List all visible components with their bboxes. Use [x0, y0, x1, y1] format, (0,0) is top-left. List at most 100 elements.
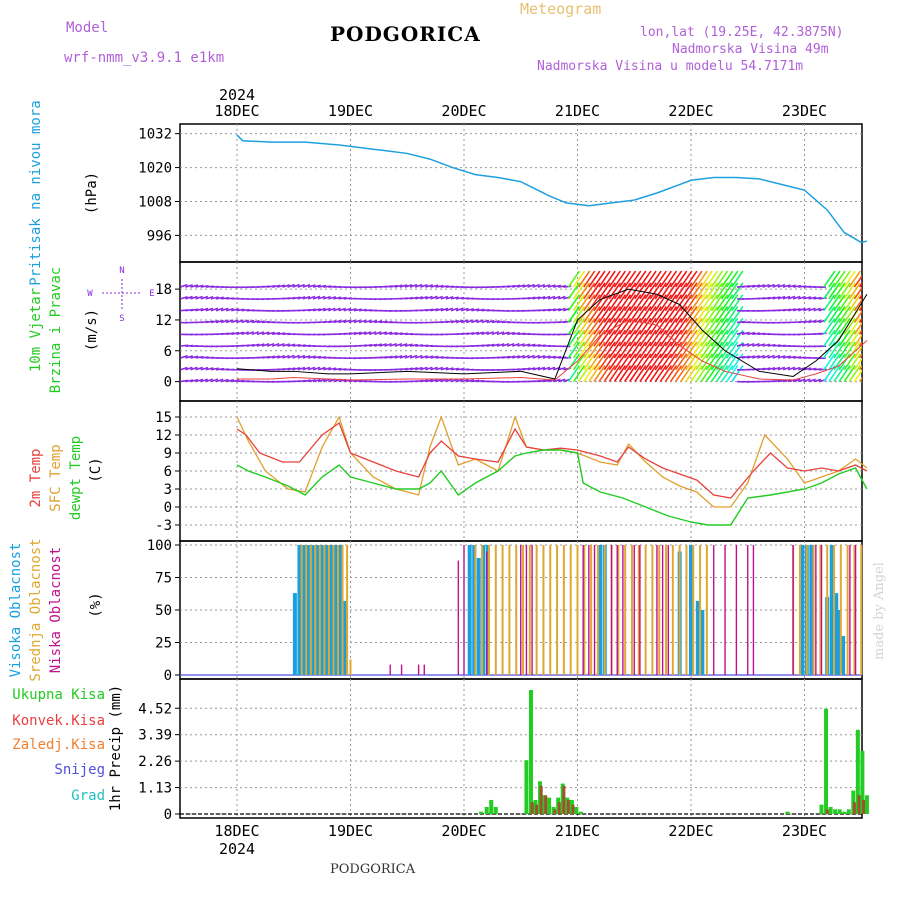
wind-barb — [705, 270, 718, 288]
wind-barb — [572, 329, 586, 347]
wind-barb — [782, 295, 791, 300]
wind-barb — [272, 284, 281, 288]
wind-barb — [618, 341, 632, 359]
total-precip-bar — [578, 811, 583, 814]
compass-e: E — [149, 289, 154, 299]
wind-barb — [823, 294, 836, 312]
wind-barb — [833, 270, 846, 288]
wind-barb — [577, 341, 591, 359]
wind-barb — [195, 366, 203, 371]
wind-barb — [838, 282, 851, 300]
wind-barb — [618, 329, 632, 347]
wind-barb — [858, 376, 862, 383]
wind-barb — [527, 296, 536, 300]
wind-barb — [399, 354, 408, 359]
wind-barb — [577, 317, 591, 335]
wind-barb — [848, 270, 861, 288]
wind-barb — [705, 317, 718, 335]
wind-barb — [828, 306, 841, 323]
wind-barb — [466, 319, 474, 324]
wind-barb — [307, 295, 316, 300]
wind-barb — [608, 306, 621, 323]
total-precip-bar — [833, 809, 838, 814]
wind-barb — [272, 331, 281, 336]
wind-barb — [583, 294, 596, 312]
wind-barb — [654, 341, 667, 359]
wind-barb — [363, 343, 373, 347]
wind-barb — [726, 341, 739, 359]
wind-barb — [793, 284, 802, 288]
wind-barb — [542, 366, 551, 371]
wind-barb — [394, 332, 403, 336]
wind-barb — [348, 319, 357, 324]
wind-barb — [593, 353, 606, 371]
wind-barb — [644, 294, 657, 312]
wind-barb — [828, 282, 841, 300]
wind-barb — [302, 355, 311, 359]
wind-barb — [634, 317, 647, 335]
wind-barb — [865, 318, 876, 334]
total-precip-bar — [574, 806, 579, 814]
wind-barb — [654, 282, 667, 300]
wind-barb — [323, 295, 331, 300]
compass-n: N — [119, 266, 124, 276]
wind-barb — [532, 344, 541, 347]
wind-barb — [695, 341, 708, 359]
wind-barb — [613, 365, 627, 383]
wind-barb — [726, 270, 739, 288]
wind-speed-line — [236, 288, 868, 380]
wind-ylabel-1: 10m Vjetar — [28, 288, 44, 372]
wind-barb — [870, 283, 881, 299]
wind-barb — [328, 307, 336, 312]
wind-barb — [542, 355, 551, 359]
wind-barb — [425, 355, 434, 359]
wind-barb — [491, 320, 500, 324]
wind-barb — [828, 317, 841, 335]
wind-barb — [501, 342, 510, 347]
wind-barb — [246, 343, 255, 347]
high-cloud-bar — [485, 545, 490, 675]
wind-barb — [858, 352, 862, 359]
wind-barb — [777, 284, 786, 288]
wind-barb — [853, 274, 862, 288]
wind-barb — [583, 329, 596, 347]
precip-legend-item: Snijeg — [54, 762, 105, 778]
wind-barb — [833, 294, 846, 312]
model-label: Model — [66, 20, 109, 36]
wind-barb — [425, 295, 433, 300]
wind-barb — [787, 366, 796, 371]
wind-barb — [858, 341, 862, 347]
wind-barb — [823, 270, 836, 288]
wind-barb — [618, 353, 632, 371]
wind-barb — [870, 366, 881, 382]
y-tick-label: 2.26 — [138, 754, 172, 770]
wind-barb — [726, 329, 739, 347]
wind-barb — [317, 378, 326, 383]
wind-barb — [853, 310, 862, 323]
wind-barb — [567, 329, 581, 347]
wind-barb — [792, 366, 801, 371]
wind-barb — [865, 271, 876, 287]
wind-barb — [618, 365, 632, 383]
wind-barb — [629, 306, 642, 323]
wind-barb — [715, 341, 729, 359]
wind-barb — [532, 366, 541, 371]
wind-barb — [634, 294, 647, 312]
wind-barb — [639, 329, 652, 347]
wind-barb — [593, 294, 606, 312]
wind-barb — [813, 296, 822, 300]
wind-barb — [865, 354, 876, 370]
wind-barb — [695, 353, 708, 371]
wind-barb — [772, 366, 781, 371]
pressure-unit-label: (hPa) — [84, 172, 100, 214]
wind-barb — [506, 355, 516, 359]
wind-barb — [838, 306, 851, 323]
top-day-label: 22DEC — [668, 102, 713, 120]
y-tick-label: 1020 — [138, 161, 172, 177]
wind-barb — [659, 353, 673, 371]
bottom-year-label: 2024 — [219, 840, 255, 858]
wind-barb — [542, 379, 551, 383]
wind-barb — [623, 353, 637, 371]
wind-barb — [353, 308, 362, 312]
wind-barb — [338, 296, 347, 300]
